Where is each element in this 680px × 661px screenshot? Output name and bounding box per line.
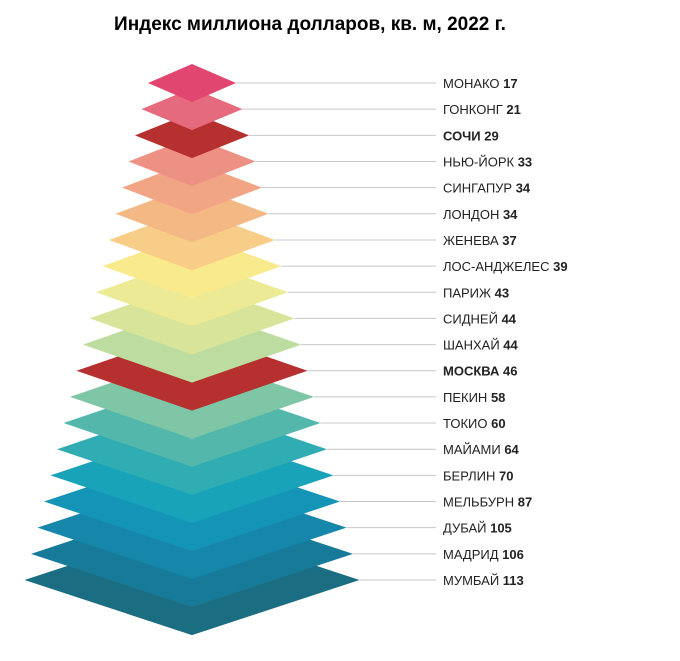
city-label: ПАРИЖ 43 bbox=[443, 285, 509, 300]
city-label: МОСКВА 46 bbox=[443, 364, 517, 379]
city-label: ПЕКИН 58 bbox=[443, 390, 505, 405]
city-value: 46 bbox=[503, 364, 517, 379]
layer-4 bbox=[128, 136, 256, 187]
city-value: 33 bbox=[518, 154, 532, 169]
city-label: ЛОНДОН 34 bbox=[443, 207, 518, 222]
city-value: 44 bbox=[503, 338, 518, 353]
city-name: СИНГАПУР bbox=[443, 181, 516, 196]
city-name: ПАРИЖ bbox=[443, 285, 495, 300]
city-label: СИДНЕЙ 44 bbox=[443, 311, 517, 326]
city-value: 39 bbox=[553, 259, 567, 274]
city-name: МОСКВА bbox=[443, 364, 503, 379]
city-name: БЕРЛИН bbox=[443, 468, 499, 483]
city-value: 44 bbox=[502, 311, 517, 326]
city-label: ДУБАЙ 105 bbox=[443, 521, 512, 536]
city-name: ДУБАЙ bbox=[443, 521, 490, 536]
city-value: 106 bbox=[502, 547, 524, 562]
leader-lines bbox=[236, 82, 436, 581]
city-label: МУМБАЙ 113 bbox=[443, 573, 524, 588]
city-value: 43 bbox=[495, 285, 509, 300]
layer-2 bbox=[141, 88, 243, 131]
layer-1 bbox=[148, 64, 236, 102]
city-value: 64 bbox=[504, 442, 519, 457]
city-label: ЛОС-АНДЖЕЛЕС 39 bbox=[443, 259, 568, 274]
city-name: МАДРИД bbox=[443, 547, 502, 562]
city-value: 58 bbox=[491, 390, 505, 405]
city-value: 70 bbox=[499, 468, 513, 483]
city-value: 21 bbox=[506, 102, 520, 117]
city-label: ЖЕНЕВА 37 bbox=[443, 233, 517, 248]
city-name: ЖЕНЕВА bbox=[443, 233, 502, 248]
city-label: СОЧИ 29 bbox=[443, 128, 499, 143]
city-label: БЕРЛИН 70 bbox=[443, 468, 514, 483]
city-value: 113 bbox=[503, 573, 524, 588]
city-name: ШАНХАЙ bbox=[443, 338, 503, 353]
layer-5 bbox=[122, 161, 262, 215]
city-name: ЛОНДОН bbox=[443, 207, 503, 222]
city-name: СИДНЕЙ bbox=[443, 311, 502, 326]
city-value: 29 bbox=[484, 128, 498, 143]
pyramid-layers bbox=[24, 64, 360, 636]
chart-title: Индекс миллиона долларов, кв. м, 2022 г. bbox=[114, 14, 506, 35]
city-value: 87 bbox=[518, 495, 532, 510]
city-label: МАЙАМИ 64 bbox=[443, 442, 520, 457]
city-name: МАЙАМИ bbox=[443, 442, 504, 457]
city-value: 34 bbox=[516, 181, 531, 196]
city-value: 17 bbox=[503, 76, 517, 91]
city-value: 37 bbox=[502, 233, 516, 248]
city-label: МОНАКО 17 bbox=[443, 76, 518, 91]
city-label: СИНГАПУР 34 bbox=[443, 181, 531, 196]
city-name: МЕЛЬБУРН bbox=[443, 495, 518, 510]
city-name: ТОКИО bbox=[443, 416, 491, 431]
city-value: 34 bbox=[503, 207, 518, 222]
city-label: ТОКИО 60 bbox=[443, 416, 506, 431]
city-name: ГОНКОНГ bbox=[443, 102, 506, 117]
city-label: ШАНХАЙ 44 bbox=[443, 338, 519, 353]
city-name: ЛОС-АНДЖЕЛЕС bbox=[443, 259, 553, 274]
city-value: 105 bbox=[490, 521, 512, 536]
city-name: ПЕКИН bbox=[443, 390, 491, 405]
city-name: МОНАКО bbox=[443, 76, 503, 91]
city-name: НЬЮ-ЙОРК bbox=[443, 154, 518, 169]
city-label: ГОНКОНГ 21 bbox=[443, 102, 521, 117]
city-label: МЕЛЬБУРН 87 bbox=[443, 495, 532, 510]
city-value: 60 bbox=[491, 416, 505, 431]
city-label: МАДРИД 106 bbox=[443, 547, 524, 562]
layer-3 bbox=[135, 112, 249, 159]
city-name: МУМБАЙ bbox=[443, 573, 503, 588]
city-label: НЬЮ-ЙОРК 33 bbox=[443, 154, 532, 169]
city-name: СОЧИ bbox=[443, 128, 484, 143]
